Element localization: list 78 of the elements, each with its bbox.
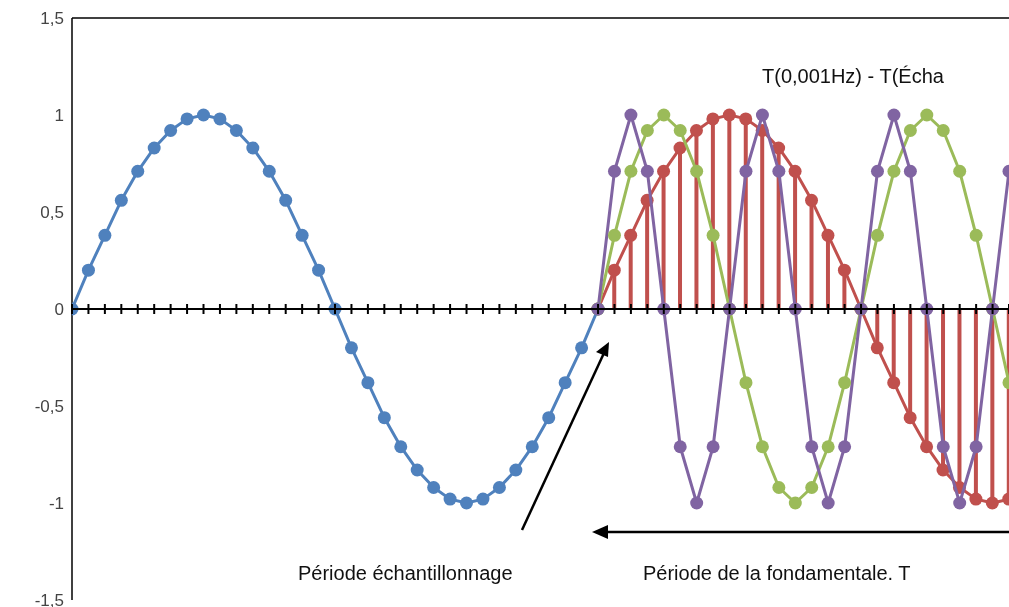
point [969,228,983,242]
point [953,496,967,510]
point [772,480,786,494]
point [394,440,408,454]
point [492,480,506,494]
point [312,263,326,277]
point [870,228,884,242]
point [936,124,950,138]
annotation: T(0,001Hz) - T(Écha [762,65,945,87]
y-tick-label: -0,5 [34,397,64,417]
point [131,164,145,178]
annotation: Période échantillonnage [298,562,513,584]
point [197,108,211,122]
point [657,108,671,122]
point [887,108,901,122]
point [706,228,720,242]
point [246,141,260,155]
point [739,164,753,178]
y-tick-label: 0,5 [40,203,64,223]
point [344,341,358,355]
point [476,492,490,506]
point [805,440,819,454]
point [81,263,95,277]
point [607,228,621,242]
point [427,480,441,494]
point [640,164,654,178]
point [739,376,753,390]
y-tick-label: -1 [48,494,64,514]
point [673,124,687,138]
point [953,164,967,178]
point [706,440,720,454]
point [690,496,704,510]
point [607,164,621,178]
annotation: Période de la fondamentale. T [643,562,911,584]
point [180,112,194,126]
point [920,108,934,122]
point [936,440,950,454]
point [377,411,391,425]
point [624,108,638,122]
point [164,124,178,138]
point [805,480,819,494]
point [525,440,539,454]
point [673,440,687,454]
point [279,193,293,207]
point [147,141,161,155]
point [443,492,457,506]
point [969,440,983,454]
point [755,108,769,122]
point [575,341,589,355]
y-tick-label: 1 [54,106,64,126]
point [624,164,638,178]
y-tick-label: 0 [54,300,64,320]
point [887,164,901,178]
point [838,376,852,390]
point [542,411,556,425]
point [509,463,523,477]
point [410,463,424,477]
point [838,440,852,454]
point [821,496,835,510]
point [821,440,835,454]
point [903,124,917,138]
y-tick-label: 1,5 [40,9,64,29]
point [98,228,112,242]
point [870,164,884,178]
point [361,376,375,390]
point [229,124,243,138]
point [772,164,786,178]
point [690,164,704,178]
point [640,124,654,138]
point [114,193,128,207]
point [788,496,802,510]
point [262,164,276,178]
point [295,228,309,242]
point [755,440,769,454]
point [903,164,917,178]
point [213,112,227,126]
point [460,496,474,510]
point [558,376,572,390]
